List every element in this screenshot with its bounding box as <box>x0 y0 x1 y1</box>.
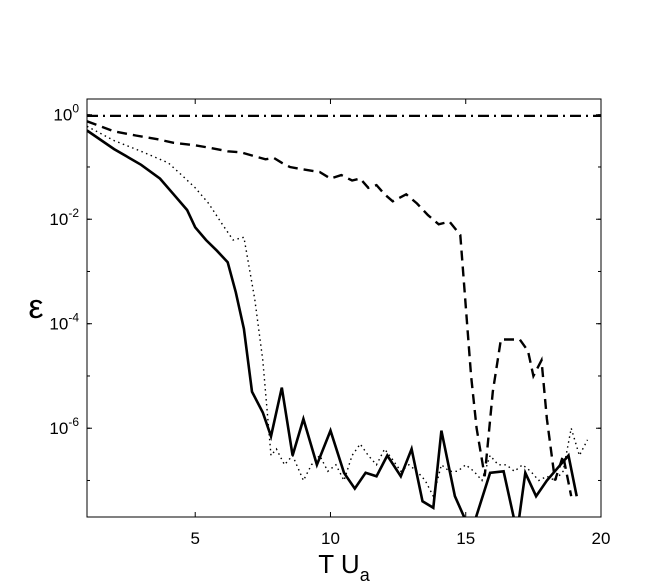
tick-layer: 5 10 15 20 100 10-2 10-4 10-6 <box>49 99 610 548</box>
x-axis-label-subscript: a <box>360 565 371 585</box>
x-tick-label: 5 <box>190 529 199 548</box>
series-line-solid <box>87 129 578 517</box>
series-layer <box>87 114 601 517</box>
plot-frame <box>86 98 602 518</box>
y-tick-label: 10-4 <box>49 311 79 334</box>
y-tick-label: 10-6 <box>49 415 79 438</box>
x-tick-label: 15 <box>456 529 475 548</box>
y-tick-label: 10-2 <box>49 206 79 229</box>
series-line-dotted <box>87 125 589 499</box>
x-tick-label: 10 <box>321 529 340 548</box>
y-axis-label: ε <box>28 288 43 326</box>
y-tick-label: 100 <box>53 102 79 125</box>
x-tick-label: 20 <box>592 529 611 548</box>
series-line-dashed <box>87 120 573 497</box>
x-axis-label: T Ua <box>318 549 370 585</box>
